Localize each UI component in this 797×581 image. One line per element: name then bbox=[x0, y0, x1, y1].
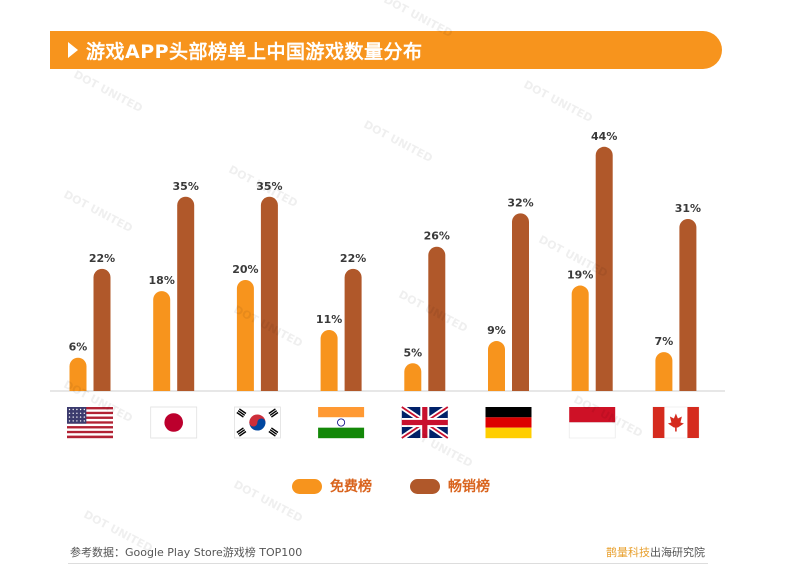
legend: 免费榜 畅销榜 bbox=[0, 476, 797, 500]
bar bbox=[655, 352, 673, 391]
data-label: 9% bbox=[487, 324, 506, 337]
triangle-icon bbox=[68, 42, 78, 58]
bar bbox=[320, 329, 338, 391]
data-label: 6% bbox=[69, 341, 88, 354]
data-label: 26% bbox=[424, 230, 450, 243]
bar bbox=[488, 341, 505, 391]
brand-credit: 鹊量科技出海研究院 bbox=[606, 544, 705, 560]
ca-flag-icon bbox=[652, 406, 700, 439]
bar bbox=[512, 213, 529, 391]
data-label: 22% bbox=[89, 252, 115, 265]
bar bbox=[344, 268, 362, 391]
id-flag-icon bbox=[568, 407, 616, 439]
legend-item-grossing: 畅销榜 bbox=[410, 476, 490, 496]
bar bbox=[404, 363, 422, 391]
bar bbox=[595, 146, 613, 391]
title-banner: 游戏APP头部榜单上中国游戏数量分布 bbox=[50, 31, 722, 69]
data-label: 19% bbox=[567, 269, 593, 282]
data-label: 44% bbox=[591, 130, 617, 143]
data-label: 35% bbox=[256, 180, 282, 193]
data-label: 5% bbox=[403, 346, 422, 359]
bar bbox=[177, 196, 195, 391]
bar bbox=[571, 285, 589, 391]
source-note: 参考数据：Google Play Store游戏榜 TOP100 bbox=[70, 546, 303, 559]
bar bbox=[428, 246, 446, 391]
bar bbox=[69, 357, 87, 391]
in-flag-icon bbox=[318, 407, 365, 439]
data-label: 32% bbox=[507, 196, 533, 209]
data-label: 11% bbox=[316, 313, 342, 326]
bar bbox=[679, 218, 697, 391]
bar-chart: 6% 22% 18% 35% 20% 35% 11% 22% 5% 26% 9% 32% 19% 44% 7… bbox=[50, 130, 725, 441]
legend-swatch-free bbox=[292, 478, 322, 494]
gb-flag-icon bbox=[400, 404, 450, 441]
legend-label-free: 免费榜 bbox=[330, 479, 372, 495]
chart-title: 游戏APP头部榜单上中国游戏数量分布 bbox=[86, 41, 423, 63]
brand-name: 鹊量科技 bbox=[606, 546, 650, 559]
data-label: 35% bbox=[173, 180, 199, 193]
data-label: 20% bbox=[232, 263, 258, 276]
data-label: 18% bbox=[149, 274, 175, 287]
bar bbox=[153, 291, 171, 391]
brand-suffix: 出海研究院 bbox=[650, 546, 705, 559]
bar bbox=[260, 196, 278, 391]
de-flag-icon bbox=[485, 407, 532, 439]
footer-divider bbox=[68, 563, 708, 564]
legend-item-free: 免费榜 bbox=[292, 476, 372, 496]
data-label: 7% bbox=[655, 335, 674, 348]
bar bbox=[236, 280, 254, 391]
jp-flag-icon bbox=[150, 406, 198, 439]
us-flag-icon bbox=[67, 407, 113, 439]
kr-flag-icon bbox=[233, 406, 281, 439]
legend-label-grossing: 畅销榜 bbox=[448, 479, 490, 495]
bar bbox=[93, 268, 111, 391]
data-label: 31% bbox=[675, 202, 701, 215]
legend-swatch-grossing bbox=[410, 478, 440, 494]
data-label: 22% bbox=[340, 252, 366, 265]
